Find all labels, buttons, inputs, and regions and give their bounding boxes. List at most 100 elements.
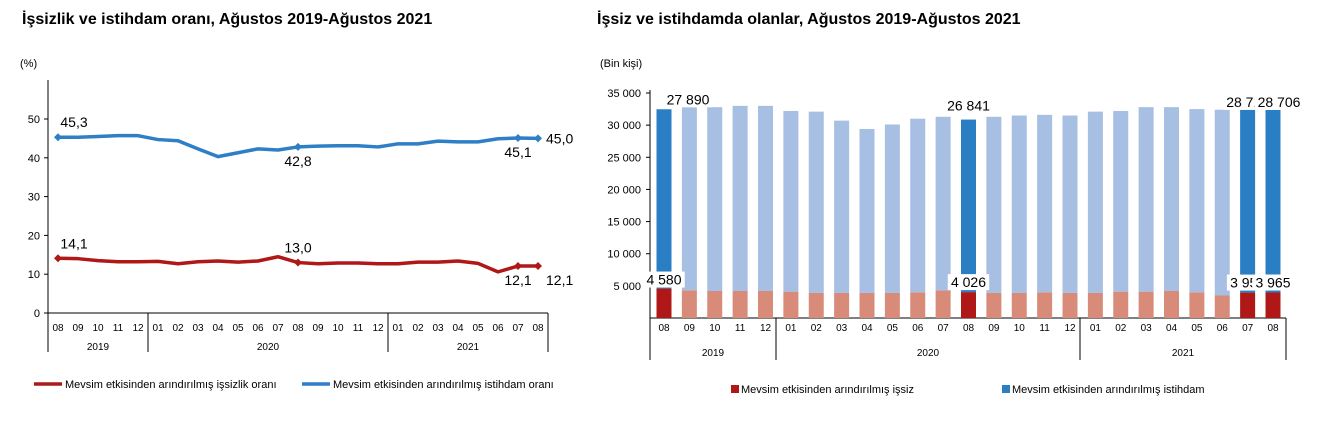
x-tick-label: 08: [963, 323, 975, 334]
bar-unemployed: [732, 291, 748, 318]
bar-employed: [1087, 111, 1103, 293]
bar-employed: [1214, 109, 1230, 296]
x-tick-label: 08: [52, 323, 64, 334]
bar-employed: [808, 111, 824, 293]
data-label-bg: [643, 271, 685, 288]
bar-employed: [1265, 107, 1281, 293]
y-axis-label: (%): [20, 58, 37, 70]
bar-employed: [783, 111, 799, 292]
data-point-marker: [294, 142, 302, 151]
x-tick-label: 06: [492, 323, 504, 334]
year-label: 2019: [702, 348, 725, 359]
data-label-bg: [663, 91, 713, 108]
x-tick-label: 04: [861, 323, 873, 334]
data-label: 4 026: [951, 274, 986, 290]
bar-employed: [1037, 114, 1053, 293]
legend-label: Mevsim etkisinden arındırılmış istihdam: [1012, 384, 1205, 396]
bar-unemployed: [961, 292, 976, 318]
x-tick-label: 09: [72, 323, 84, 334]
data-point-marker: [294, 258, 302, 267]
x-tick-label: 05: [887, 323, 899, 334]
data-point-marker: [534, 262, 542, 271]
data-label-bg: [1252, 274, 1294, 291]
bar-unemployed: [1189, 292, 1205, 318]
x-tick-label: 11: [1039, 323, 1050, 334]
x-tick-label: 03: [432, 323, 444, 334]
bar-unemployed: [1138, 291, 1154, 318]
bar-employed: [986, 116, 1002, 293]
y-tick-label: 20: [28, 230, 40, 242]
bar-employed: [935, 116, 951, 291]
bar-unemployed: [808, 292, 824, 318]
chart-title: İşsizlik ve istihdam oranı, Ağustos 2019…: [22, 10, 432, 28]
x-tick-label: 10: [92, 323, 104, 334]
legend-swatch: [731, 385, 739, 393]
x-tick-label: 07: [272, 323, 284, 334]
bar-employed: [1062, 115, 1078, 293]
x-tick-label: 12: [132, 323, 144, 334]
bar-employed: [859, 129, 875, 293]
y-tick-label: 0: [34, 308, 40, 320]
x-tick-label: 01: [152, 323, 164, 334]
bar-unemployed: [1087, 292, 1103, 318]
bar-employed: [681, 107, 697, 291]
bar-employed: [758, 105, 773, 291]
bar-employed: [1113, 111, 1129, 292]
x-tick-label: 10: [332, 323, 344, 334]
y-tick-label: 30: [28, 192, 40, 204]
x-tick-label: 08: [532, 323, 544, 334]
bar-unemployed: [910, 292, 926, 318]
y-tick-label: 35 000: [607, 88, 641, 100]
legend-label: Mevsim etkisinden arındırılmış işsiz: [741, 384, 914, 396]
bar-unemployed: [1240, 292, 1256, 318]
x-tick-label: 07: [1242, 323, 1254, 334]
data-label: 45,0: [546, 130, 573, 146]
y-tick-label: 20 000: [607, 184, 641, 196]
bar-unemployed: [834, 292, 850, 318]
y-tick-label: 10 000: [607, 249, 641, 261]
bar-unemployed: [1265, 292, 1281, 318]
data-point-marker: [54, 254, 62, 263]
data-label: 27 890: [667, 91, 710, 107]
bar-unemployed: [986, 292, 1002, 318]
data-label: 14,1: [60, 235, 87, 251]
data-point-marker: [534, 134, 542, 143]
x-tick-label: 03: [192, 323, 204, 334]
x-tick-label: 06: [912, 323, 924, 334]
data-point-marker: [514, 262, 522, 271]
year-label: 2019: [87, 342, 110, 353]
x-tick-label: 11: [353, 323, 364, 334]
x-tick-label: 08: [292, 323, 304, 334]
bar-employed: [1138, 107, 1154, 292]
data-point-marker: [514, 134, 522, 143]
chart-title: İşsiz ve istihdamda olanlar, Ağustos 201…: [597, 10, 1021, 28]
data-label: 13,0: [284, 240, 311, 256]
bar-employed: [884, 124, 900, 293]
x-tick-label: 11: [113, 323, 124, 334]
x-tick-label: 03: [1141, 323, 1153, 334]
data-point-marker: [54, 133, 62, 142]
bar-employed: [910, 118, 926, 293]
x-tick-label: 02: [1115, 323, 1127, 334]
bar-employed: [707, 107, 723, 292]
data-label: 45,3: [60, 114, 87, 130]
data-label-bg: [1254, 93, 1304, 110]
year-label: 2021: [1172, 348, 1195, 359]
x-tick-label: 08: [1267, 323, 1279, 334]
x-tick-label: 09: [684, 323, 696, 334]
y-tick-label: 30 000: [607, 120, 641, 132]
bar-unemployed: [681, 290, 697, 318]
bar-unemployed: [656, 288, 672, 318]
bar-unemployed: [1011, 292, 1027, 318]
y-tick-label: 40: [28, 153, 40, 165]
x-tick-label: 12: [1064, 323, 1076, 334]
x-tick-label: 08: [658, 323, 670, 334]
year-label: 2021: [457, 342, 480, 353]
bar-unemployed: [935, 290, 951, 318]
x-tick-label: 07: [512, 323, 524, 334]
y-tick-label: 5 000: [613, 281, 641, 293]
x-tick-label: 07: [938, 323, 950, 334]
bar-unemployed: [1062, 292, 1078, 318]
data-label: 12,1: [546, 272, 573, 288]
